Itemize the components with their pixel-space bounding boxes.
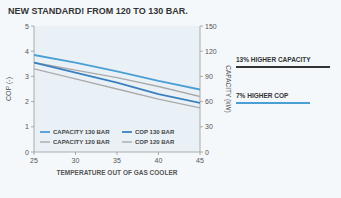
y2-tick — [200, 51, 203, 52]
x-tick — [75, 152, 76, 155]
legend: CAPACITY 130 BAR CAPACITY 120 BAR COP 130 … — [40, 129, 175, 145]
legend-swatch — [40, 141, 50, 142]
y2-tick-label: 30 — [205, 123, 213, 130]
y2-tick — [200, 126, 203, 127]
annotation: 7% HIGHER COP — [236, 92, 289, 99]
chart: NEW STANDARD! FROM 120 TO 130 BAR.253035… — [0, 0, 341, 198]
background — [0, 0, 341, 198]
y2-tick-label: 150 — [205, 23, 217, 30]
y-tick-label: 4 — [25, 48, 29, 55]
y2-tick — [200, 152, 203, 153]
y-tick-label: 1 — [25, 123, 29, 130]
x-tick-label: 30 — [72, 157, 80, 164]
legend-swatch — [122, 131, 132, 133]
series-line — [34, 55, 200, 90]
y-axis-line — [34, 26, 35, 152]
y-tick-label: 0 — [25, 149, 29, 156]
axes: 25303540450123450306090120150 — [25, 23, 217, 165]
y2-tick-label: 0 — [205, 149, 209, 156]
legend-label: CAPACITY 120 BAR — [53, 139, 110, 145]
x-tick — [200, 152, 201, 155]
annotation-rule — [236, 66, 330, 68]
series-line — [34, 63, 200, 97]
y-tick — [31, 76, 34, 77]
y2-tick-label: 90 — [205, 73, 213, 80]
y-tick-label: 5 — [25, 23, 29, 30]
y-tick — [31, 101, 34, 102]
y-tick — [31, 26, 34, 27]
x-tick — [34, 152, 35, 155]
series-line — [34, 63, 200, 103]
annotation: 13% HIGHER CAPACITY — [236, 56, 311, 63]
x-tick-label: 25 — [30, 157, 38, 164]
series-line — [34, 69, 200, 108]
series-group — [34, 55, 200, 108]
legend-swatch — [122, 141, 132, 142]
y2-tick — [200, 76, 203, 77]
x-tick-label: 40 — [155, 157, 163, 164]
y2-tick-label: 120 — [205, 48, 217, 55]
y-tick — [31, 126, 34, 127]
x-tick — [158, 152, 159, 155]
annotations: 13% HIGHER CAPACITY 7% HIGHER COP — [236, 56, 330, 103]
y2-tick-label: 60 — [205, 98, 213, 105]
x-tick-label: 45 — [196, 157, 204, 164]
y2-tick — [200, 101, 203, 102]
x-axis-label: TEMPERATURE OUT OF GAS COOLER — [57, 169, 178, 176]
title: NEW STANDARD! FROM 120 TO 130 BAR. — [8, 6, 188, 16]
y-axis-label: COP (-) — [5, 77, 13, 101]
legend-label: COP 130 BAR — [135, 129, 175, 135]
annotation-rule — [236, 102, 310, 104]
y-tick — [31, 51, 34, 52]
legend-label: CAPACITY 130 BAR — [53, 129, 110, 135]
plot-area — [34, 26, 200, 152]
y-tick-label: 2 — [25, 98, 29, 105]
y-tick — [31, 152, 34, 153]
y-tick-label: 3 — [25, 73, 29, 80]
legend-label: COP 120 BAR — [135, 139, 175, 145]
legend-swatch — [40, 131, 50, 133]
x-tick — [117, 152, 118, 155]
y2-axis-label: CAPACITY (kW) — [224, 65, 232, 112]
x-tick-label: 35 — [113, 157, 121, 164]
y2-tick — [200, 26, 203, 27]
